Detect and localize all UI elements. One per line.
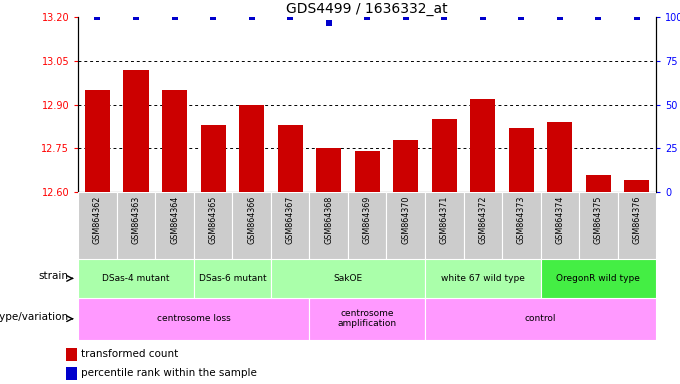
Bar [309,192,348,259]
Text: GSM864376: GSM864376 [632,195,641,244]
Text: control: control [525,314,556,323]
Text: centrosome loss: centrosome loss [157,314,231,323]
Bar [194,192,233,259]
Point [285,14,296,20]
Bar [393,140,418,192]
Bar [509,128,534,192]
Bar [541,192,579,259]
Text: GSM864369: GSM864369 [362,195,372,244]
Bar [78,259,194,298]
Text: GSM864374: GSM864374 [556,195,564,244]
Text: GSM864363: GSM864363 [131,195,141,243]
Bar [547,122,573,192]
Text: GSM864372: GSM864372 [478,195,488,244]
Text: DSas-4 mutant: DSas-4 mutant [102,274,170,283]
Bar [624,180,649,192]
Bar [271,259,425,298]
Bar [162,90,187,192]
Bar [194,259,271,298]
Text: GSM864368: GSM864368 [324,195,333,243]
Bar [355,151,379,192]
Bar [348,192,386,259]
Bar [201,125,226,192]
Bar [66,367,77,380]
Text: GSM864366: GSM864366 [247,195,256,243]
Point [169,14,180,20]
Text: percentile rank within the sample: percentile rank within the sample [82,368,257,378]
Bar [617,192,656,259]
Point [593,14,604,20]
Text: GSM864362: GSM864362 [93,195,102,244]
Point [516,14,527,20]
Point [246,14,257,20]
Bar [425,298,656,340]
Bar [78,192,117,259]
Bar [239,104,264,192]
Bar [425,192,464,259]
Text: OregonR wild type: OregonR wild type [556,274,641,283]
Bar [124,70,148,192]
Bar [316,148,341,192]
Bar [425,259,541,298]
Text: GSM864367: GSM864367 [286,195,294,244]
Text: white 67 wild type: white 67 wild type [441,274,525,283]
Text: genotype/variation: genotype/variation [0,311,69,322]
Text: GSM864370: GSM864370 [401,195,410,244]
Bar [85,90,110,192]
Text: GSM864365: GSM864365 [209,195,218,244]
Bar [471,99,495,192]
Bar [233,192,271,259]
Point [477,14,488,20]
Title: GDS4499 / 1636332_at: GDS4499 / 1636332_at [286,2,448,16]
Point [554,14,565,20]
Text: GSM864375: GSM864375 [594,195,603,244]
Bar [579,192,617,259]
Point [207,14,218,20]
Point [632,14,643,20]
Text: SakOE: SakOE [333,274,362,283]
Point [401,14,411,20]
Bar [432,119,457,192]
Point [92,14,103,20]
Point [362,14,373,20]
Text: GSM864364: GSM864364 [170,195,179,243]
Bar [309,298,425,340]
Point [131,14,141,20]
Bar [117,192,155,259]
Text: DSas-6 mutant: DSas-6 mutant [199,274,266,283]
Bar [155,192,194,259]
Bar [586,174,611,192]
Text: centrosome
amplification: centrosome amplification [338,309,396,328]
Bar [502,192,541,259]
Bar [78,298,309,340]
Bar [271,192,309,259]
Bar [66,348,77,361]
Bar [464,192,502,259]
Text: GSM864371: GSM864371 [440,195,449,244]
Text: transformed count: transformed count [82,349,179,359]
Bar [277,125,303,192]
Point [323,20,334,26]
Bar [386,192,425,259]
Point [439,14,449,20]
Text: GSM864373: GSM864373 [517,195,526,244]
Text: strain: strain [39,271,69,281]
Bar [541,259,656,298]
